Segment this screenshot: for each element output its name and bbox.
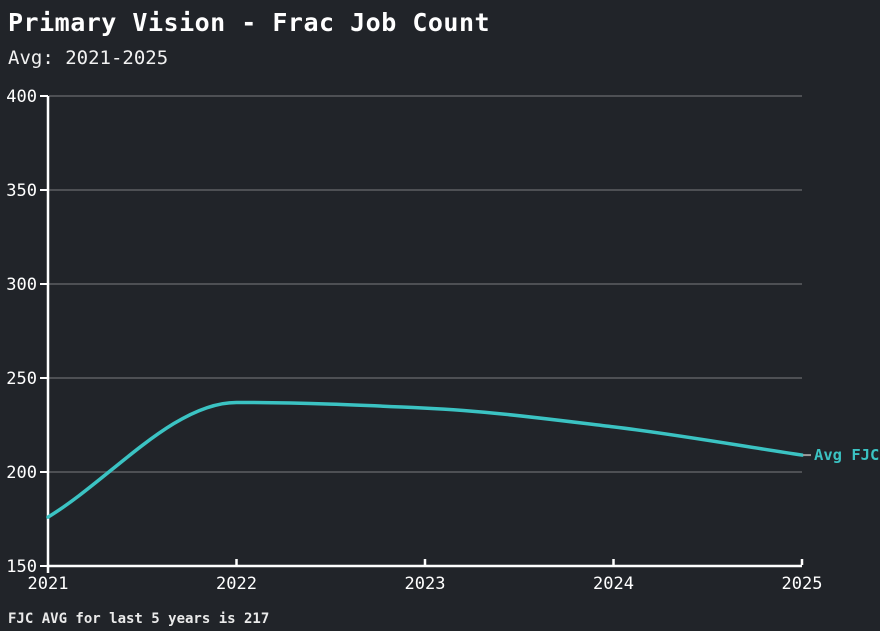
y-axis-tick-label: 400 bbox=[6, 87, 37, 107]
y-axis-tick-label: 200 bbox=[6, 463, 37, 483]
x-axis-tick-label: 2025 bbox=[782, 574, 823, 594]
x-axis-tick-label: 2021 bbox=[28, 574, 69, 594]
page-title: Primary Vision - Frac Job Count bbox=[8, 8, 491, 37]
y-axis-tick-label: 250 bbox=[6, 369, 37, 389]
x-axis-tick-label: 2024 bbox=[593, 574, 634, 594]
x-axis-tick-label: 2022 bbox=[216, 574, 257, 594]
series-line bbox=[46, 400, 804, 519]
y-axis-tick-label: 300 bbox=[6, 275, 37, 295]
y-axis-tick-label: 150 bbox=[6, 557, 37, 577]
footer-note: FJC AVG for last 5 years is 217 bbox=[8, 611, 270, 627]
series-end-label: Avg FJC bbox=[814, 446, 879, 464]
y-axis-tick-label: 350 bbox=[6, 181, 37, 201]
x-axis-tick-label: 2023 bbox=[405, 574, 446, 594]
page-subtitle: Avg: 2021-2025 bbox=[8, 47, 169, 69]
